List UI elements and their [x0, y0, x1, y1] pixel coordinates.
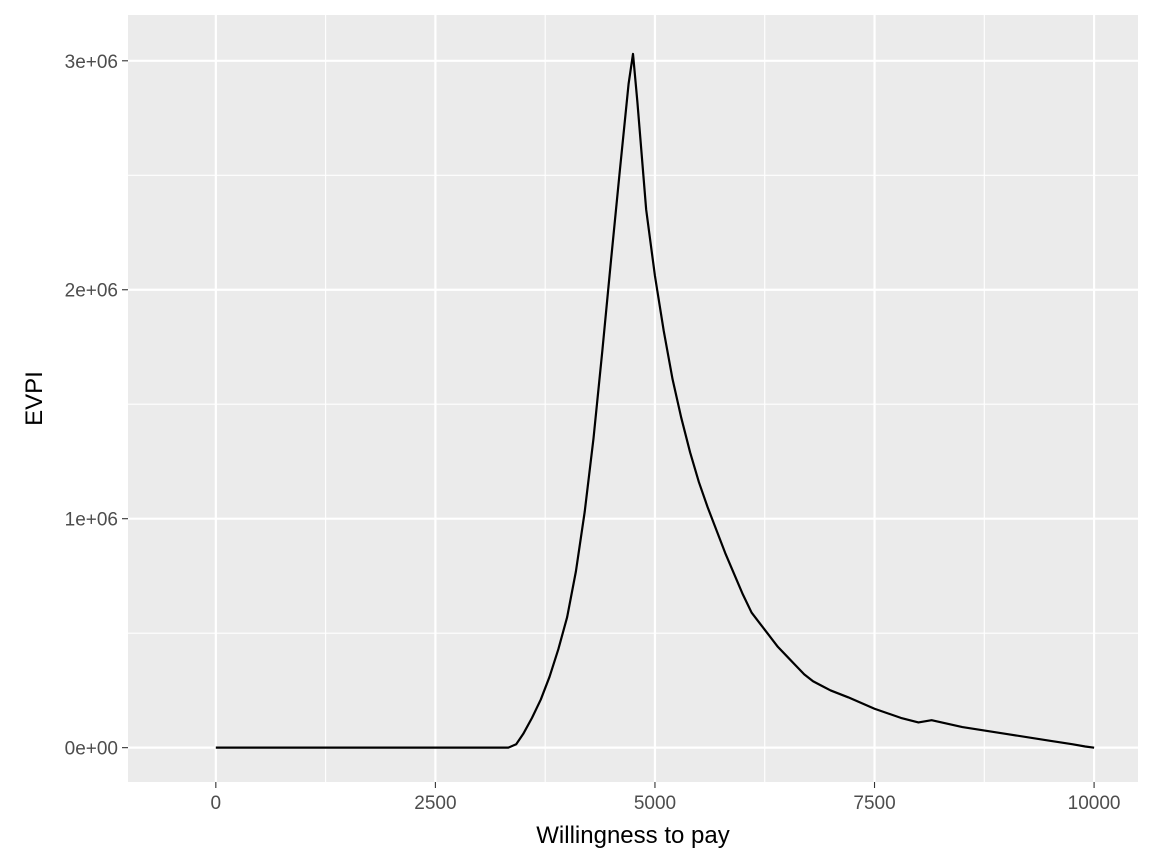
series-layer — [215, 52, 1095, 749]
panel-background — [128, 15, 1138, 782]
axes: 0 2500 5000 7500 10000 0e+00 1e+06 2e+06 3e+06 — [65, 52, 1121, 814]
y-tick-label: 1e+06 — [65, 510, 118, 531]
y-axis-title: EVPI — [21, 371, 48, 426]
y-tick-label: 2e+06 — [65, 281, 118, 302]
plot-panel — [128, 15, 1138, 782]
x-tick-label: 2500 — [414, 793, 456, 814]
x-axis-title: Willingness to pay — [536, 822, 729, 849]
y-tick-label: 0e+00 — [65, 739, 118, 760]
x-tick-label: 0 — [211, 793, 222, 814]
x-tick-label: 7500 — [853, 793, 895, 814]
evpi-series-line — [215, 52, 1095, 749]
grid-lines — [128, 15, 1138, 782]
x-tick-label: 10000 — [1068, 793, 1121, 814]
x-tick-label: 5000 — [634, 793, 676, 814]
y-tick-label: 3e+06 — [65, 52, 118, 73]
